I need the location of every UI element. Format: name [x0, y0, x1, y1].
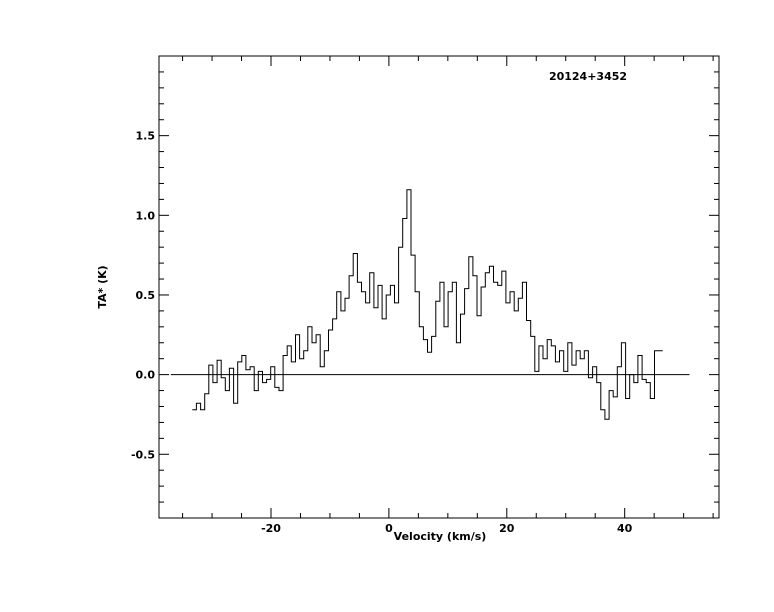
y-tick-label: 1.0 — [136, 209, 156, 222]
axis-ticks — [159, 56, 719, 518]
spectrum-series-line — [192, 189, 663, 420]
y-tick-label: 0.0 — [136, 369, 156, 382]
y-tick-label: -0.5 — [131, 448, 155, 461]
x-tick-labels: -20 0 20 40 — [261, 522, 633, 535]
source-label: 20124+3452 — [549, 70, 627, 83]
x-axis-label: Velocity (km/s) — [394, 530, 487, 543]
y-tick-labels: -0.5 0.0 0.5 1.0 1.5 — [131, 130, 155, 462]
plot-frame — [158, 55, 720, 519]
x-tick-label: -20 — [261, 522, 281, 535]
y-tick-label: 0.5 — [136, 289, 156, 302]
x-tick-label: 20 — [499, 522, 515, 535]
x-tick-label: 40 — [617, 522, 633, 535]
y-tick-label: 1.5 — [136, 130, 156, 143]
y-axis-label: TA* (K) — [96, 265, 109, 308]
x-tick-label: 0 — [385, 522, 393, 535]
